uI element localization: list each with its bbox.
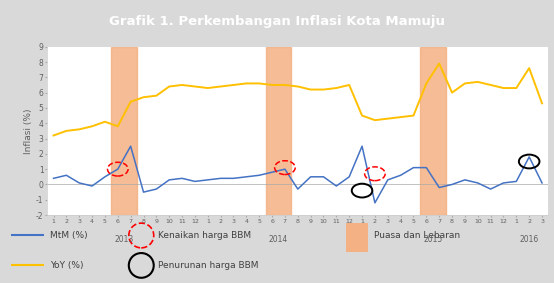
Bar [420,47,445,215]
Text: 2014: 2014 [269,235,288,244]
Text: YoY (%): YoY (%) [50,261,83,270]
Text: Kenaikan harga BBM: Kenaikan harga BBM [158,231,251,240]
Text: Grafik 1. Perkembangan Inflasi Kota Mamuju: Grafik 1. Perkembangan Inflasi Kota Mamu… [109,16,445,28]
Text: Puasa dan Lebaran: Puasa dan Lebaran [374,231,460,240]
Bar [111,47,137,215]
Y-axis label: Inflasi (%): Inflasi (%) [24,108,33,154]
Bar [346,223,368,252]
Text: 2015: 2015 [423,235,443,244]
Text: 2013: 2013 [115,235,134,244]
Text: 2016: 2016 [520,235,539,244]
Text: MtM (%): MtM (%) [50,231,88,240]
Bar [265,47,291,215]
Text: Penurunan harga BBM: Penurunan harga BBM [158,261,258,270]
